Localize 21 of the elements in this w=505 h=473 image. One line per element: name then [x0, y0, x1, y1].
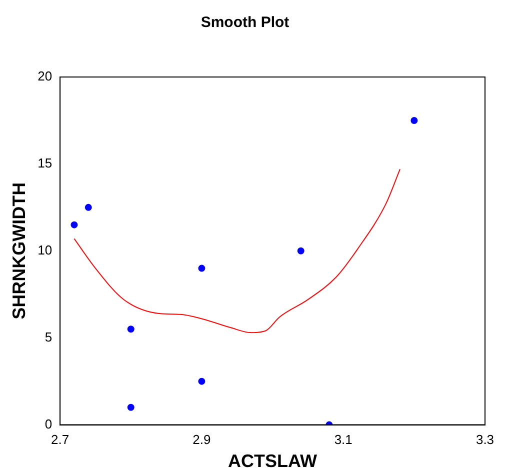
point: [127, 326, 134, 333]
x-tick-label: 3.1: [334, 432, 352, 448]
x-axis-title: ACTSLAW: [228, 451, 318, 472]
y-tick-label: 0: [44, 416, 52, 432]
x-tick-label: 3.3: [476, 432, 494, 448]
y-tick-label: 10: [38, 242, 52, 258]
point: [127, 404, 134, 411]
x-tick-label: 2.7: [51, 432, 70, 448]
y-tick-label: 5: [44, 329, 52, 344]
point: [297, 247, 304, 254]
point: [70, 221, 78, 228]
y-tick-label: 15: [38, 156, 52, 171]
point: [198, 264, 206, 272]
chart-title: Smooth Plot: [200, 14, 290, 32]
y-axis-title: SHRNKGWIDTH: [8, 182, 29, 320]
line-series: [74, 168, 401, 334]
x-tick-label: 2.9: [192, 432, 211, 448]
y-tick-label: 20: [38, 68, 52, 84]
point: [410, 116, 418, 124]
point: [198, 378, 206, 385]
point: [84, 204, 92, 211]
